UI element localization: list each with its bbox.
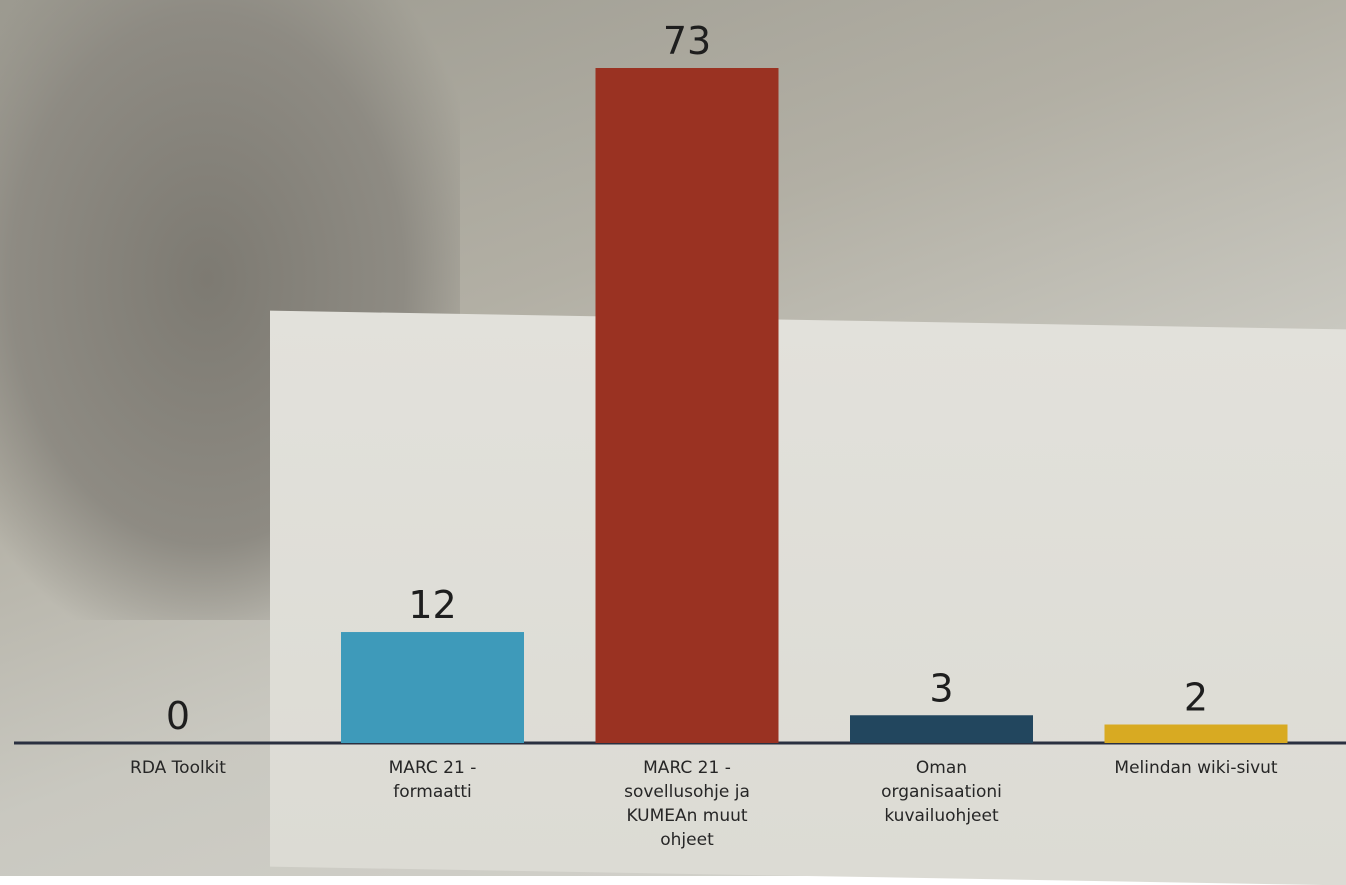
x-tick-label: Oman organisaationi kuvailuohjeet [857,756,1027,828]
x-tick-label: Melindan wiki-sivut [1111,756,1281,780]
chart: 0 12 73 3 2 [0,0,1346,876]
value-label: 3 [929,666,953,710]
bar [341,632,524,743]
bar [596,68,779,743]
value-label: 12 [408,583,456,627]
x-tick-label: MARC 21 - sovellusohje ja KUMEAn muut oh… [602,756,772,852]
page: {"chart_data": {"type": "bar", "categori… [0,0,1346,876]
value-label: 2 [1184,676,1208,720]
bar [850,715,1033,743]
value-label: 0 [166,694,190,738]
x-tick-label: MARC 21 - formaatti [348,756,518,804]
value-label: 73 [663,19,711,63]
x-tick-label: RDA Toolkit [93,756,263,780]
bar [1105,725,1288,743]
